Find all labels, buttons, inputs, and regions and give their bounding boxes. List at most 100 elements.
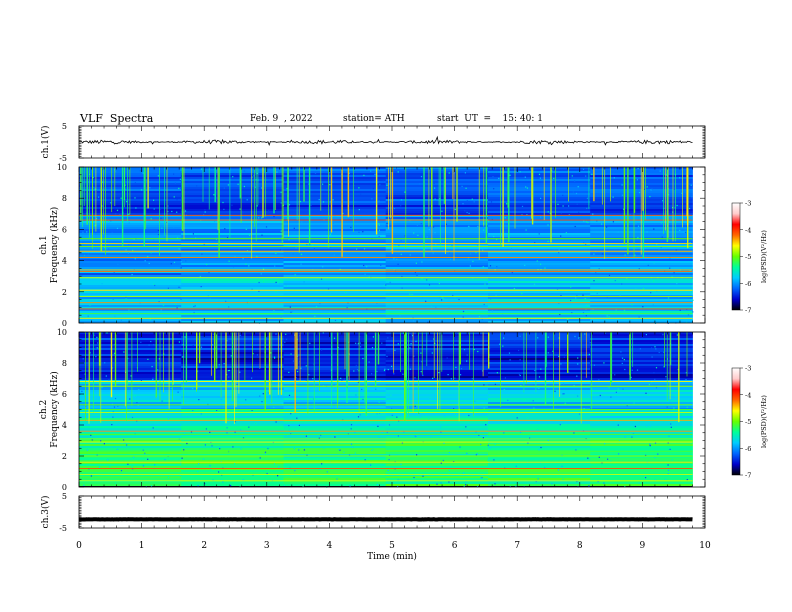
ch1-spectrogram-noise-speckle <box>652 245 654 247</box>
ch2-spectrogram-spectral-cell <box>590 446 693 448</box>
ch2-spectrogram-noise-speckle <box>151 366 153 368</box>
ch2-spectrogram-spectral-cell <box>385 476 489 478</box>
ch2-spectrogram-noise-speckle <box>381 431 383 433</box>
ch2-spectrogram-noise-speckle <box>657 453 659 455</box>
ch3-x-tick-label: 6 <box>452 541 458 551</box>
ch1-spectrogram-spectral-cell <box>283 265 387 267</box>
ch2-spectrogram-spectral-cell <box>488 366 591 368</box>
ch2-spectrogram-noise-speckle <box>320 380 323 382</box>
ch2-spectrogram-spectral-cell <box>79 382 182 384</box>
ch2-spectrogram-noise-speckle <box>414 377 416 379</box>
ch1-spectrogram-noise-speckle <box>280 191 282 193</box>
ch1-spectrogram-noise-speckle <box>397 171 399 173</box>
ch1-spectrogram-noise-speckle <box>134 182 136 184</box>
ch2-spectrogram-spectral-cell <box>79 476 182 478</box>
ch2-spectrogram-spectral-cell <box>79 408 182 410</box>
ch1-spectrogram-noise-speckle <box>120 197 122 199</box>
ch2-spectrogram-spectral-cell <box>385 332 489 334</box>
ch2-spectrogram-noise-speckle <box>360 346 362 348</box>
ch1-spectrogram-spectral-cell <box>590 287 693 289</box>
ch2-spectrogram-noise-speckle <box>621 362 623 364</box>
ch2-spectrogram-spectral-cell <box>385 362 489 364</box>
ch1-spectrogram-spectral-cell <box>385 227 489 229</box>
ch1-spectrogram-spectral-cell <box>488 309 591 311</box>
ch1-spectrogram-spectral-cell <box>79 183 182 185</box>
ch2-spectrogram-spectral-cell <box>385 384 489 386</box>
ch1-spectrogram-noise-speckle <box>667 188 670 190</box>
ch1-spectrogram-spectral-cell <box>590 233 693 235</box>
ch2-spectrogram-noise-speckle <box>448 469 450 471</box>
ch1-spectrogram-spectral-cell <box>283 295 387 297</box>
ch1-spectrogram-spectral-cell <box>590 257 693 259</box>
ch1-spectrogram-spectral-cell <box>181 319 284 321</box>
ch1-spectrogram-noise-speckle <box>491 218 493 221</box>
ch2-spectrogram-spectral-cell <box>385 334 489 336</box>
ch1-spectrogram-noise-speckle <box>223 187 225 189</box>
ch1-spectrogram-spectral-cell <box>590 299 693 301</box>
ch2-spectrogram-noise-speckle <box>463 349 466 351</box>
ch2-spectrogram-noise-speckle <box>431 352 433 354</box>
ch2-spectrogram-noise-speckle <box>645 392 647 394</box>
ch2-spectrogram-spectral-cell <box>79 362 182 364</box>
ch2-spectrogram-spectral-cell <box>385 464 489 466</box>
ch1-spectrogram-noise-speckle <box>538 173 541 175</box>
ch2-spectrogram-noise-speckle <box>527 442 529 444</box>
ch1-spectrogram-noise-speckle <box>448 172 450 174</box>
ch1-spectrogram-spectral-cell <box>590 183 693 185</box>
ch2-spectrogram-spectral-cell <box>283 348 387 350</box>
ch1-spectrogram-spectral-cell <box>79 195 182 197</box>
ch1-spectrogram-spectral-cell <box>590 223 693 225</box>
ch2-spectrogram-spectral-cell <box>488 348 591 350</box>
ch1-spectrogram-spectral-cell <box>283 261 387 263</box>
ch1-spectrogram-noise-speckle <box>575 297 577 299</box>
ch2-spectrogram-noise-speckle <box>355 364 357 366</box>
ch1-spectrogram-noise-speckle <box>81 275 83 277</box>
ch1-spectrogram-noise-speckle <box>153 283 155 285</box>
ch1-spectrogram-noise-speckle <box>81 255 83 257</box>
ch2-spectrogram-noise-speckle <box>648 383 650 386</box>
ch2-spectrogram-spectral-cell <box>283 402 387 404</box>
ch2-spectrogram-spectral-cell <box>79 470 182 472</box>
ch2-spectrogram-noise-speckle <box>298 424 300 426</box>
ch1-spectrogram-spectral-cell <box>181 185 284 187</box>
ch2-spectrogram-noise-speckle <box>108 379 110 381</box>
ch2-spectrogram-noise-speckle <box>481 477 483 479</box>
ch1-spectrogram-spectral-cell <box>181 233 284 235</box>
ch1-spectrogram-spectral-cell <box>385 303 489 305</box>
ch1-spectrogram-noise-speckle <box>135 207 137 209</box>
ch2-spectrogram-noise-speckle <box>598 379 600 381</box>
ch1-spectrogram-spectral-cell <box>283 273 387 275</box>
ch1-spectrogram-noise-speckle <box>273 310 275 312</box>
ch1-spectrogram-noise-speckle <box>544 267 546 269</box>
ch1-spectrogram-noise-speckle <box>586 197 588 199</box>
ch1-spectrogram-spectral-cell <box>488 319 591 321</box>
ch2-spectrogram-noise-speckle <box>411 333 413 336</box>
ch1-spectrogram-noise-speckle <box>221 242 223 244</box>
ch2-spectrogram-spectral-cell <box>385 372 489 374</box>
ch2-spectrogram-noise-speckle <box>232 446 234 448</box>
ch1-spectrogram-noise-speckle <box>332 199 334 201</box>
ch1-spectrogram-noise-speckle <box>204 209 206 211</box>
ch2-spectrogram-noise-speckle <box>663 421 665 423</box>
ch2-spectrogram-spectral-cell <box>488 398 591 400</box>
ch1-spectrogram-spectral-cell <box>283 291 387 293</box>
ch1-spectrogram-noise-speckle <box>462 310 465 313</box>
ch1-spectrogram-noise-speckle <box>330 246 332 248</box>
ch1-spectrogram-noise-speckle <box>614 280 616 282</box>
ch2-spectrogram-noise-speckle <box>440 462 442 464</box>
ch2-spectrogram-noise-speckle <box>547 336 549 338</box>
ch1-spectrogram-noise-speckle <box>92 176 94 179</box>
ch2-spectrogram-spectral-cell <box>283 456 387 458</box>
ch1-spectrogram-noise-speckle <box>574 180 576 182</box>
ch1-spectrogram-spectral-cell <box>590 247 693 249</box>
ch2-spectrogram-y-tick-label: 10 <box>57 328 67 337</box>
ch1-spectrogram-noise-speckle <box>477 225 479 228</box>
ch2-spectrogram-spectral-cell <box>79 374 182 376</box>
ch2-spectrogram-spectral-cell <box>488 374 591 376</box>
ch2-spectrogram-noise-speckle <box>97 342 99 344</box>
ch2-spectrogram-spectral-cell <box>488 436 591 438</box>
ch1-spectrogram-spectral-cell <box>590 191 693 193</box>
ch1-spectrogram-noise-speckle <box>679 177 681 179</box>
ch1-spectrogram-noise-speckle <box>315 306 318 308</box>
ch2-spectrogram-noise-speckle <box>204 483 206 485</box>
